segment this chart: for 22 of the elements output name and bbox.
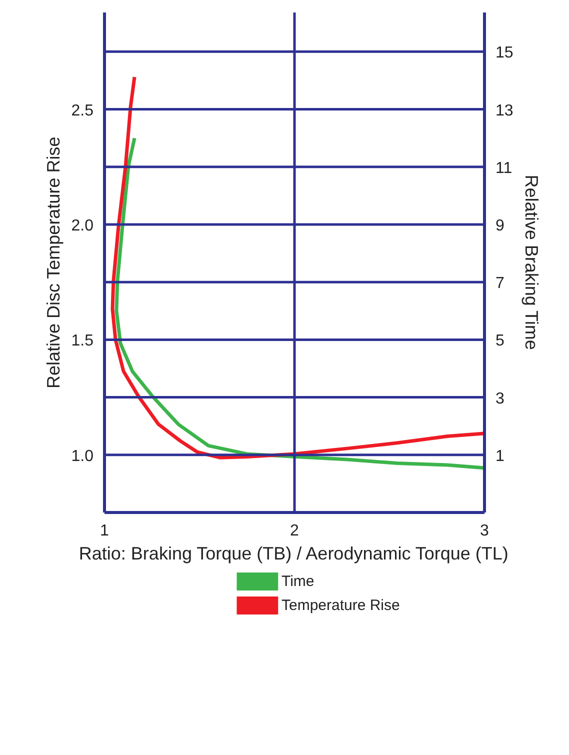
legend-label: Temperature Rise	[281, 597, 400, 614]
y2-tick-label: 15	[496, 44, 514, 62]
y2-tick-label: 7	[496, 275, 504, 292]
x-tick-label: 2	[290, 522, 300, 540]
y2-tick-label: 5	[496, 332, 504, 350]
y-tick-label: 1.0	[71, 448, 94, 465]
y2-tick-label: 11	[496, 160, 512, 177]
y2-tick-label: 3	[496, 390, 504, 408]
y2-tick-label: 9	[496, 217, 504, 234]
y2-tick-label: 13	[496, 102, 514, 120]
y-axis-title: Relative Disc Temperature Rise	[43, 136, 64, 389]
line-series	[114, 136, 484, 470]
x-tick-label: 3	[480, 522, 490, 540]
legend-label: Time	[281, 573, 314, 590]
y-tick-label: 2.0	[71, 217, 94, 234]
y2-tick-label: 1	[496, 448, 504, 465]
y-tick-label: 1.5	[71, 332, 94, 350]
line-series	[110, 75, 484, 460]
x-tick-label: 1	[100, 522, 110, 540]
y2-axis-title: Relative Braking Time	[521, 174, 542, 350]
y-tick-label: 2.5	[71, 102, 94, 120]
x-axis-title: Ratio: Braking Torque (TB) / Aerodynamic Torque (TL)	[78, 544, 508, 564]
